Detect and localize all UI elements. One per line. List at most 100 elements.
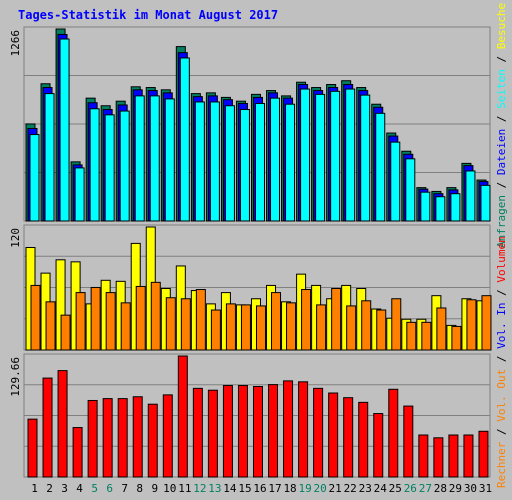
bar-rechner-day-15 <box>240 304 251 351</box>
x-label-day-29: 29 <box>449 482 462 495</box>
legend-item-anfragen: Anfragen <box>495 195 508 248</box>
x-label-day-22: 22 <box>344 482 357 495</box>
x-label-day-28: 28 <box>434 482 447 495</box>
bar-volumen-day-30 <box>463 434 474 478</box>
bar-rechner-day-4 <box>75 292 86 351</box>
x-label-day-17: 17 <box>268 482 281 495</box>
x-label-day-25: 25 <box>389 482 402 495</box>
bar-rechner-day-13 <box>210 309 221 351</box>
bar-rechner-day-5 <box>90 286 101 351</box>
bar-seiten-day-14 <box>224 105 235 222</box>
bottom-legend: Rechner / Vol. Out / Vol. In / Volumen <box>495 236 508 488</box>
bar-seiten-day-9 <box>149 95 160 222</box>
bar-seiten-day-21 <box>330 90 341 222</box>
bar-rechner-day-22 <box>346 305 357 351</box>
bar-rechner-day-23 <box>361 300 372 351</box>
bar-volumen-day-6 <box>102 398 113 478</box>
legend-item-seiten: Seiten <box>495 69 508 109</box>
legend-item-vol-in: Vol. In <box>495 303 508 349</box>
y-max-label: 129.66 <box>9 357 22 397</box>
bar-seiten-day-13 <box>209 101 220 222</box>
bar-volumen-day-2 <box>42 377 53 478</box>
bar-rechner-day-1 <box>30 284 41 351</box>
bar-volumen-day-26 <box>403 405 414 478</box>
bar-volumen-day-17 <box>268 384 279 478</box>
bar-volumen-day-11 <box>177 355 188 478</box>
x-label-day-18: 18 <box>283 482 296 495</box>
x-label-day-31: 31 <box>479 482 492 495</box>
bar-seiten-day-28 <box>435 196 446 222</box>
bar-volumen-day-16 <box>252 385 263 478</box>
bar-volumen-day-22 <box>343 397 354 478</box>
bar-volumen-day-10 <box>162 394 173 478</box>
chart-panel-3: 129.66 <box>9 353 491 478</box>
bar-seiten-day-11 <box>179 57 190 222</box>
bar-volumen-day-7 <box>117 398 128 478</box>
series-seiten <box>29 38 491 222</box>
bar-rechner-day-3 <box>60 314 71 351</box>
bar-rechner-day-25 <box>391 298 402 351</box>
bar-volumen-day-25 <box>388 388 399 478</box>
bar-rechner-day-28 <box>436 307 447 351</box>
bar-volumen-day-31 <box>478 430 489 478</box>
x-label-day-4: 4 <box>76 482 83 495</box>
bar-volumen-day-20 <box>313 387 324 478</box>
x-label-day-12: 12 <box>193 482 206 495</box>
bar-rechner-day-10 <box>165 297 176 351</box>
bar-seiten-day-25 <box>390 141 401 222</box>
bar-seiten-day-18 <box>285 103 296 222</box>
legend-item-volumen: Volumen <box>495 236 508 282</box>
chart-title: Tages-Statistik im Monat August 2017 <box>18 8 278 22</box>
bar-rechner-day-20 <box>316 304 327 351</box>
bar-seiten-day-20 <box>315 93 326 222</box>
x-label-day-2: 2 <box>46 482 53 495</box>
x-label-day-5: 5 <box>91 482 98 495</box>
x-label-day-15: 15 <box>238 482 251 495</box>
bar-seiten-day-27 <box>420 191 431 222</box>
bar-volumen-day-23 <box>358 401 369 478</box>
chart-panels: 1266 120 129.66 <box>9 26 492 478</box>
x-label-day-9: 9 <box>151 482 158 495</box>
bar-volumen-day-27 <box>418 434 429 478</box>
bar-seiten-day-12 <box>194 101 205 222</box>
bar-rechner-day-7 <box>120 302 131 351</box>
bar-rechner-day-27 <box>421 321 432 351</box>
bar-rechner-day-11 <box>180 298 191 351</box>
bar-seiten-day-23 <box>360 94 371 222</box>
bar-seiten-day-6 <box>104 114 115 222</box>
bar-volumen-day-28 <box>433 437 444 478</box>
bar-volumen-day-1 <box>27 418 38 478</box>
bar-seiten-day-7 <box>119 110 130 222</box>
bar-seiten-day-30 <box>465 170 476 222</box>
bar-volumen-day-13 <box>207 389 218 478</box>
bar-volumen-day-5 <box>87 399 98 478</box>
x-label-day-8: 8 <box>136 482 143 495</box>
bar-volumen-day-9 <box>147 403 158 478</box>
y-max-label: 120 <box>9 228 22 248</box>
bar-seiten-day-5 <box>89 108 100 222</box>
bar-rechner-day-30 <box>466 299 477 351</box>
series-volumen <box>27 355 489 478</box>
legend-item-rechner: Rechner <box>495 441 508 488</box>
legend-separator: / <box>495 49 508 69</box>
bar-seiten-day-3 <box>59 38 70 222</box>
bar-seiten-day-17 <box>270 97 281 222</box>
bar-seiten-day-1 <box>29 134 40 222</box>
chart-panel-2: 120 <box>9 224 492 351</box>
x-label-day-26: 26 <box>404 482 417 495</box>
bar-rechner-day-24 <box>376 309 387 351</box>
x-label-day-19: 19 <box>298 482 311 495</box>
x-label-day-7: 7 <box>121 482 128 495</box>
legend-separator: / <box>495 349 508 369</box>
x-label-day-13: 13 <box>208 482 221 495</box>
legend-separator: / <box>495 175 508 195</box>
bar-seiten-day-22 <box>345 88 356 222</box>
bar-rechner-day-2 <box>45 301 56 351</box>
y-max-label: 1266 <box>9 30 22 57</box>
bar-seiten-day-24 <box>375 112 386 222</box>
bar-volumen-day-3 <box>57 370 68 478</box>
bar-rechner-day-9 <box>150 281 161 351</box>
legend-separator: / <box>495 283 508 303</box>
bar-volumen-day-15 <box>237 385 248 478</box>
